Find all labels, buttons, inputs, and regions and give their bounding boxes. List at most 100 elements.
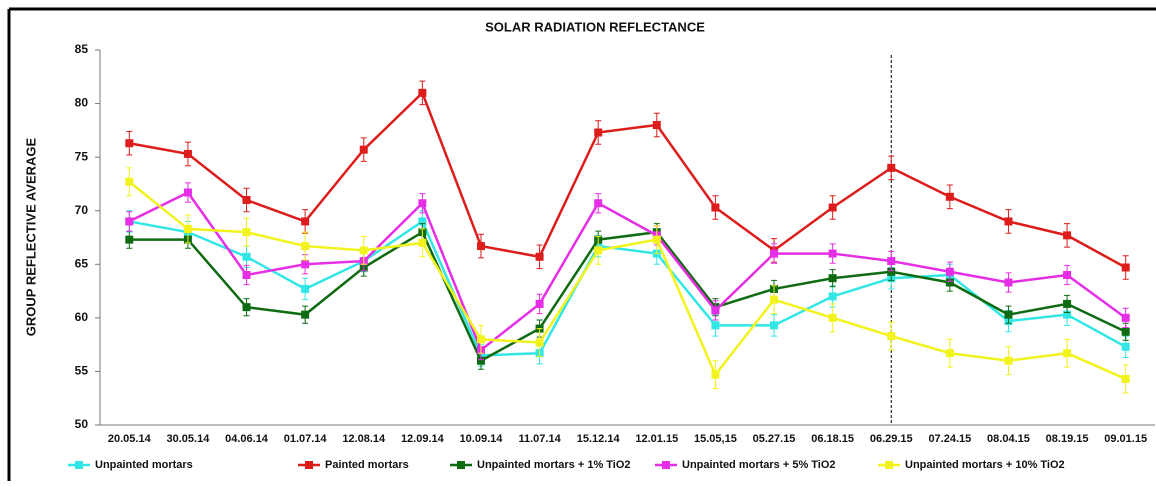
point xyxy=(652,121,661,129)
point xyxy=(1004,217,1013,226)
x-tick-label: 09.01.15 xyxy=(1104,433,1147,445)
point xyxy=(945,278,954,287)
point xyxy=(242,252,251,261)
x-tick-label: 06.18.15 xyxy=(811,433,854,445)
point xyxy=(1063,349,1072,358)
x-tick-label: 01.07.14 xyxy=(284,433,328,445)
point xyxy=(770,249,779,258)
legend-marker xyxy=(457,461,465,469)
y-tick-label: 80 xyxy=(75,96,89,110)
point xyxy=(183,149,192,158)
series-line xyxy=(129,230,1127,363)
legend-label: Painted mortars xyxy=(325,459,409,471)
point xyxy=(945,349,954,358)
y-tick-label: 70 xyxy=(75,203,89,217)
point xyxy=(242,303,251,312)
y-tick-label: 65 xyxy=(75,256,89,270)
point xyxy=(711,321,720,330)
point xyxy=(535,252,544,261)
x-tick-label: 06.29.15 xyxy=(870,433,913,445)
point xyxy=(945,267,954,276)
point xyxy=(1121,374,1130,383)
point xyxy=(535,338,544,347)
x-tick-label: 12.01.15 xyxy=(635,433,678,445)
series-line xyxy=(128,190,1127,353)
point xyxy=(242,228,251,237)
y-tick-label: 55 xyxy=(75,364,89,378)
point xyxy=(770,295,779,304)
point xyxy=(828,292,837,301)
point xyxy=(1004,356,1013,365)
point xyxy=(770,321,779,330)
x-tick-label: 08.19.15 xyxy=(1046,433,1089,445)
point xyxy=(476,242,485,251)
point xyxy=(711,203,720,212)
point xyxy=(1063,271,1072,279)
point xyxy=(711,306,720,315)
point xyxy=(125,235,134,244)
y-tick-label: 75 xyxy=(75,149,89,163)
legend-marker xyxy=(662,461,670,469)
point xyxy=(828,203,837,212)
point xyxy=(1121,263,1130,272)
point xyxy=(1121,342,1130,351)
point xyxy=(535,299,544,308)
x-tick-label: 11.07.14 xyxy=(518,433,561,445)
point xyxy=(828,249,837,258)
point xyxy=(301,310,310,319)
point xyxy=(1121,327,1130,336)
point xyxy=(476,356,485,365)
point xyxy=(301,242,310,251)
point xyxy=(594,246,603,255)
y-axis-label: GROUP REFLECTIVE AVERAGE xyxy=(23,137,38,336)
point xyxy=(711,370,720,379)
point xyxy=(359,246,368,255)
x-tick-label: 08.04.15 xyxy=(987,433,1030,445)
point xyxy=(887,332,896,341)
point xyxy=(1004,310,1013,319)
series-line xyxy=(128,180,1127,381)
x-tick-label: 10.09.14 xyxy=(460,433,504,445)
x-tick-label: 12.08.14 xyxy=(342,433,386,445)
legend-marker xyxy=(75,461,83,469)
point xyxy=(418,88,427,97)
x-tick-label: 12.09.14 xyxy=(401,433,445,445)
point xyxy=(594,128,603,137)
point xyxy=(301,217,310,226)
point xyxy=(418,199,427,208)
chart-title: SOLAR RADIATION REFLECTANCE xyxy=(485,19,705,34)
x-tick-label: 15.12.14 xyxy=(577,433,621,445)
point xyxy=(183,188,192,197)
point xyxy=(125,217,134,226)
x-tick-label: 07.24.15 xyxy=(928,433,971,445)
point xyxy=(301,284,310,293)
point xyxy=(594,199,603,208)
point xyxy=(125,139,134,148)
x-tick-label: 20.05.14 xyxy=(108,433,152,445)
legend-marker xyxy=(305,461,313,469)
x-tick-label: 15.05,15 xyxy=(694,433,737,445)
y-tick-label: 60 xyxy=(75,310,89,324)
point xyxy=(359,145,368,154)
point xyxy=(418,217,427,226)
legend-label: Unpainted mortars + 1% TiO2 xyxy=(477,459,631,471)
point xyxy=(1063,299,1072,308)
point xyxy=(887,257,896,266)
legend-marker xyxy=(885,461,893,469)
point xyxy=(183,224,192,233)
point xyxy=(125,177,134,186)
point xyxy=(418,238,427,247)
point xyxy=(887,267,896,276)
point xyxy=(945,192,954,201)
point xyxy=(828,274,837,283)
point xyxy=(1063,231,1072,240)
point xyxy=(1063,310,1072,319)
point xyxy=(242,196,251,204)
legend-label: Unpainted mortars + 10% TiO2 xyxy=(905,459,1065,471)
point xyxy=(242,271,251,279)
point xyxy=(887,163,896,172)
point xyxy=(828,313,837,322)
point xyxy=(652,235,661,244)
